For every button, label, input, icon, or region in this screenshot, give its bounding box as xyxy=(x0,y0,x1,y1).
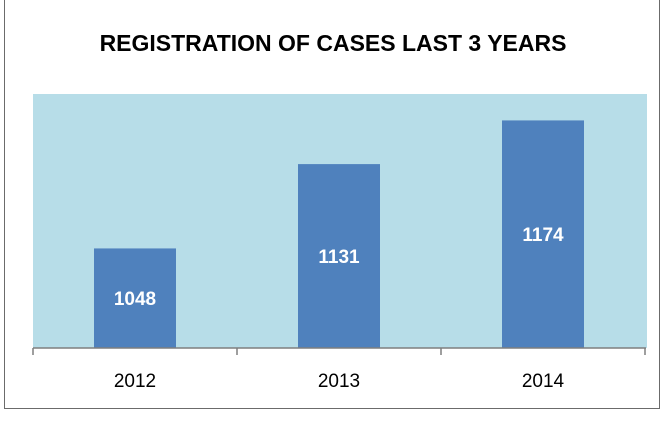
data-label-2014: 1174 xyxy=(522,225,564,246)
chart-frame xyxy=(4,0,660,409)
bar-2014 xyxy=(502,120,584,348)
data-label-2012: 1048 xyxy=(114,289,156,310)
x-tick-label: 2012 xyxy=(114,371,156,392)
x-tick-label: 2014 xyxy=(522,371,565,392)
bar-2012 xyxy=(94,248,176,348)
data-label-2013: 1131 xyxy=(318,247,360,268)
x-tick-label: 2013 xyxy=(318,371,360,392)
chart-title: REGISTRATION OF CASES LAST 3 YEARS xyxy=(99,30,567,56)
bar-2013 xyxy=(298,164,380,348)
